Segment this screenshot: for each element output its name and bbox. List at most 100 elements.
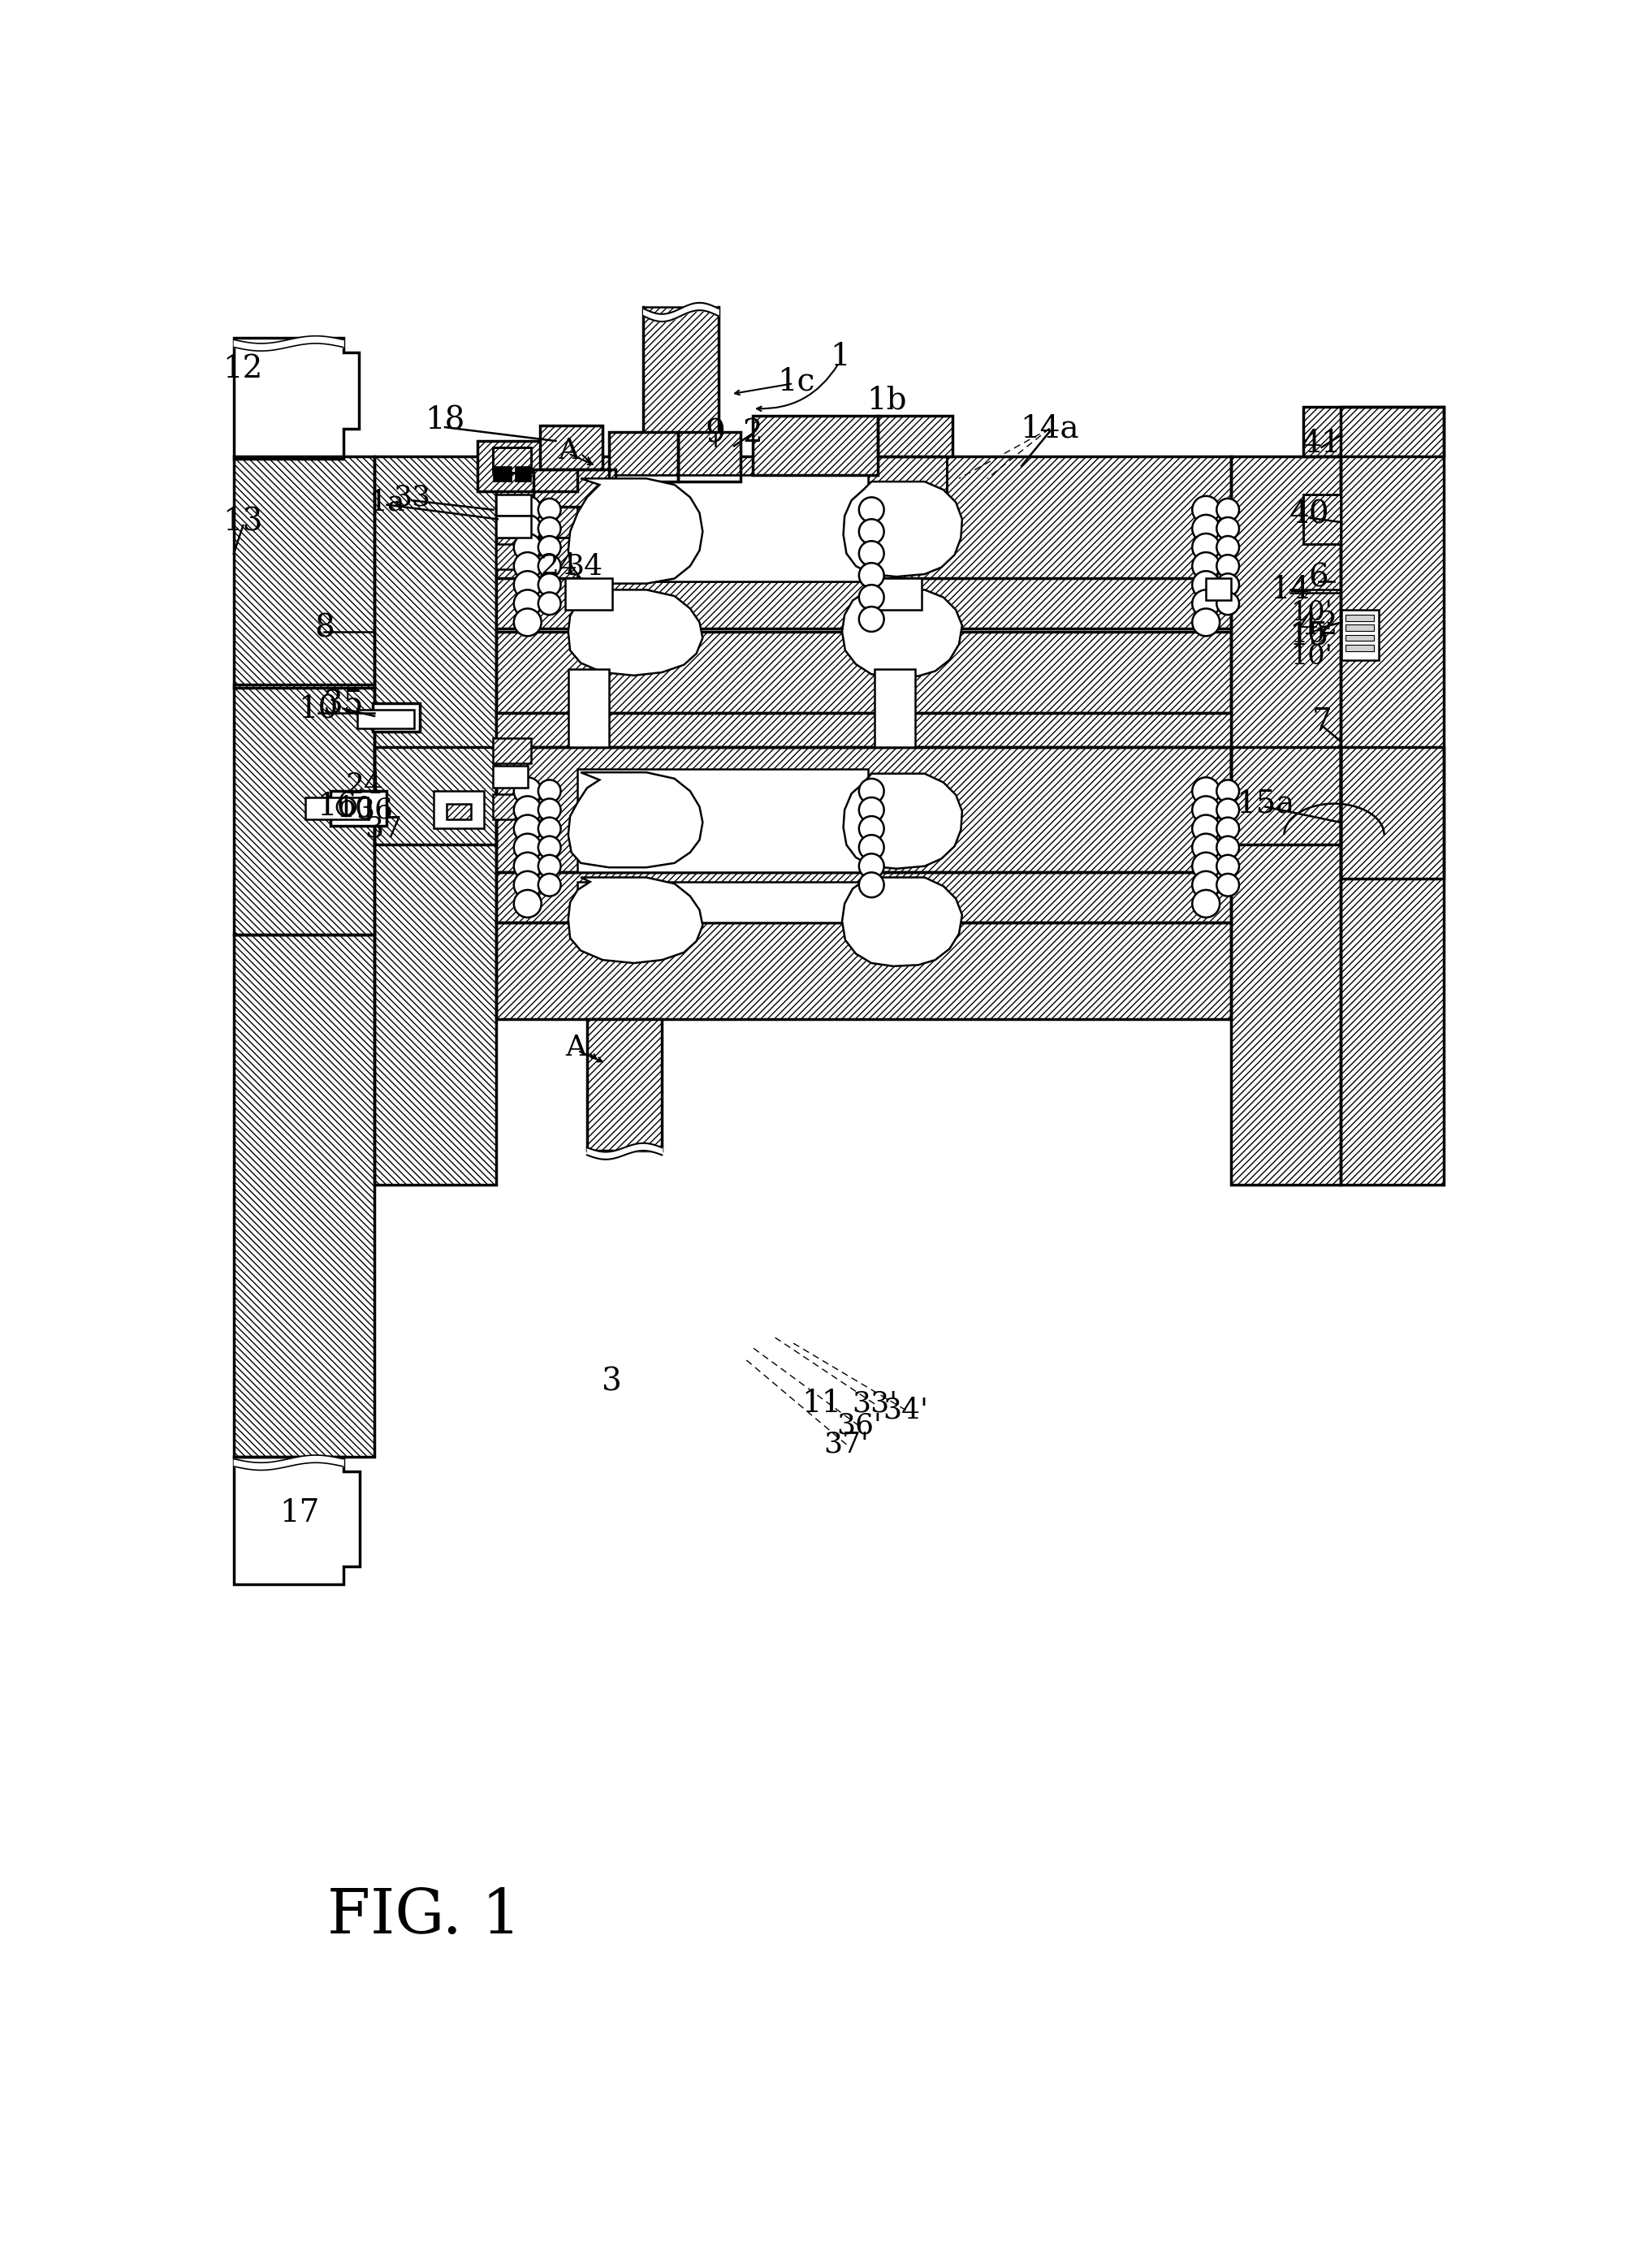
Text: 15: 15	[1288, 621, 1329, 651]
Bar	[496, 633, 1231, 712]
Bar	[496, 578, 1231, 628]
Bar	[375, 456, 496, 844]
Circle shape	[337, 798, 355, 816]
Text: 1b: 1b	[868, 386, 907, 415]
Circle shape	[514, 553, 542, 581]
Text: FIG. 1: FIG. 1	[327, 1887, 521, 1946]
Polygon shape	[568, 878, 702, 964]
Bar	[375, 456, 496, 844]
Bar	[496, 712, 1231, 748]
Bar	[578, 882, 868, 923]
Text: A: A	[565, 1034, 586, 1061]
Bar	[534, 469, 616, 506]
Circle shape	[1216, 556, 1239, 578]
Text: 34': 34'	[882, 1397, 928, 1424]
Bar	[496, 544, 530, 569]
Circle shape	[514, 814, 542, 841]
Circle shape	[514, 572, 542, 599]
Bar	[678, 431, 740, 481]
Bar	[678, 431, 740, 481]
Text: 13: 13	[223, 508, 264, 538]
Text: 3: 3	[602, 1368, 622, 1397]
Bar	[1303, 494, 1341, 544]
Bar	[1346, 644, 1373, 651]
Bar	[588, 1018, 661, 1150]
Bar	[434, 792, 485, 828]
Circle shape	[539, 837, 561, 860]
Bar	[496, 873, 1231, 923]
Circle shape	[859, 542, 884, 567]
Bar	[866, 456, 946, 538]
Circle shape	[1216, 592, 1239, 615]
Bar	[496, 712, 1231, 748]
Bar	[866, 456, 946, 538]
Text: 37: 37	[365, 814, 403, 841]
Circle shape	[1216, 855, 1239, 878]
Bar	[578, 769, 868, 873]
Bar	[874, 669, 915, 748]
Bar	[496, 456, 578, 538]
Bar	[1303, 494, 1341, 544]
Text: 8: 8	[314, 615, 334, 644]
Text: 34: 34	[565, 551, 602, 581]
Circle shape	[859, 816, 884, 841]
Bar	[496, 578, 1231, 628]
Bar	[496, 456, 578, 538]
Circle shape	[859, 585, 884, 610]
Bar	[375, 748, 496, 1186]
Circle shape	[1192, 590, 1220, 617]
Bar	[234, 456, 375, 687]
Text: 6: 6	[1308, 562, 1329, 594]
Text: 12: 12	[223, 354, 264, 383]
Bar	[493, 794, 527, 819]
Bar	[493, 447, 530, 472]
Bar	[1346, 635, 1373, 642]
Bar	[234, 456, 375, 687]
Circle shape	[514, 515, 542, 542]
Bar	[578, 476, 868, 581]
Circle shape	[1192, 572, 1220, 599]
Bar	[496, 517, 530, 538]
Text: 35: 35	[322, 689, 363, 719]
Bar	[496, 748, 1231, 873]
Circle shape	[1216, 499, 1239, 522]
Bar	[578, 476, 868, 581]
Circle shape	[539, 574, 561, 596]
Circle shape	[1192, 796, 1220, 823]
Circle shape	[859, 853, 884, 878]
Text: 33: 33	[393, 483, 431, 510]
Circle shape	[1216, 798, 1239, 821]
Circle shape	[1216, 780, 1239, 803]
Circle shape	[514, 871, 542, 898]
Circle shape	[1216, 535, 1239, 558]
Text: 33': 33'	[851, 1390, 897, 1418]
Bar	[565, 578, 612, 610]
Bar	[496, 923, 1231, 1018]
Bar	[234, 685, 375, 934]
Circle shape	[514, 608, 542, 635]
Circle shape	[859, 798, 884, 823]
Bar	[234, 934, 375, 1456]
Bar	[1342, 610, 1378, 660]
Bar	[375, 748, 496, 1186]
Polygon shape	[841, 590, 963, 678]
Bar	[1231, 456, 1341, 844]
Bar	[877, 415, 953, 456]
Bar	[1206, 578, 1231, 601]
Circle shape	[539, 499, 561, 522]
Bar	[1231, 456, 1341, 844]
Circle shape	[539, 855, 561, 878]
Circle shape	[514, 796, 542, 823]
Polygon shape	[843, 481, 963, 576]
Text: 40: 40	[1288, 499, 1329, 531]
Polygon shape	[841, 878, 963, 966]
Circle shape	[1192, 608, 1220, 635]
Polygon shape	[843, 773, 963, 869]
Bar	[496, 633, 1231, 712]
Bar	[493, 737, 530, 762]
Circle shape	[1216, 873, 1239, 896]
Bar	[609, 431, 678, 481]
Bar	[496, 873, 1231, 923]
Circle shape	[1192, 871, 1220, 898]
Bar	[234, 934, 375, 1456]
